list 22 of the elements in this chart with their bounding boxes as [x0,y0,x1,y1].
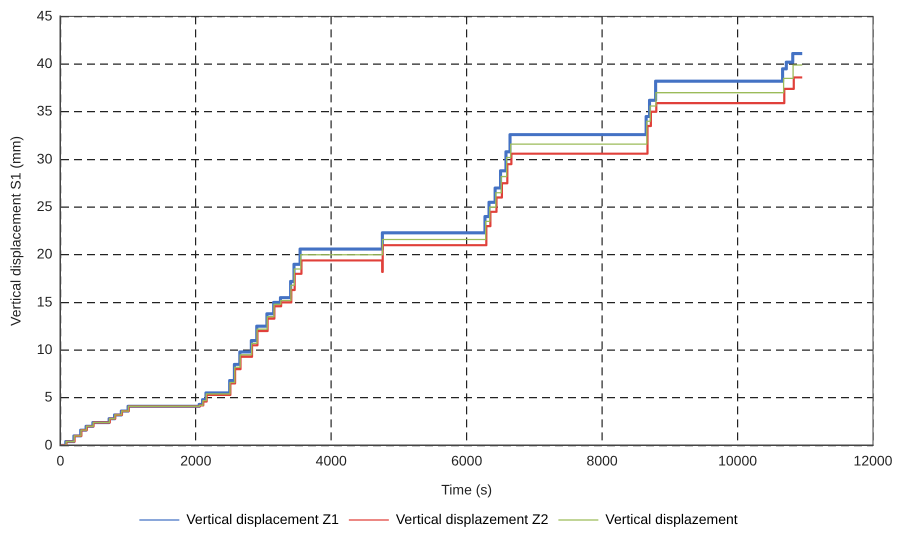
x-tick-label: 2000 [180,452,212,469]
x-tick-label: 12000 [854,452,893,469]
y-tick-label: 30 [36,150,53,166]
x-tick-label: 10000 [718,452,758,469]
y-tick-label: 0 [44,436,53,452]
legend-label: Vertical displazement Z2 [396,510,549,527]
x-tick-label: 4000 [316,452,348,469]
y-tick-label: 45 [36,7,53,24]
y-tick-label: 5 [44,388,53,405]
legend-label: Vertical displacement Z1 [186,510,340,527]
y-tick-label: 25 [36,198,53,214]
x-tick-label: 0 [56,452,64,469]
y-tick-label: 10 [36,340,53,357]
y-axis-title: Vertical displacement S1 (mm) [7,136,24,326]
y-tick-label: 35 [36,102,53,119]
x-tick-label: 8000 [586,452,618,469]
y-tick-label: 15 [36,293,53,310]
legend-label: Vertical displazement [605,510,738,527]
y-tick-label: 40 [36,54,53,71]
x-axis-title: Time (s) [441,481,492,498]
x-tick-label: 6000 [451,452,482,469]
y-tick-label: 20 [36,246,53,262]
